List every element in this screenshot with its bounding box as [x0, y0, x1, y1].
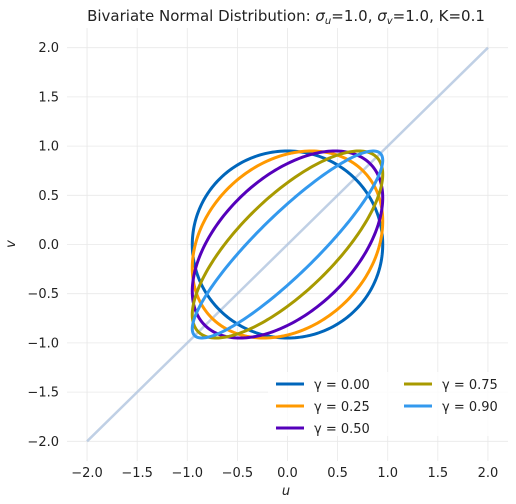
chart-title: Bivariate Normal Distribution: σu=1.0, σ…	[87, 7, 485, 27]
y-tick-label: 2.0	[38, 41, 59, 56]
legend-label: γ = 0.00	[314, 378, 370, 393]
legend-label: γ = 0.75	[442, 378, 498, 393]
series-line	[190, 149, 385, 340]
x-tick-label: −1.0	[171, 466, 203, 481]
y-tick-label: 0.5	[38, 189, 59, 204]
x-tick-label: 1.5	[427, 466, 448, 481]
series-layer	[190, 149, 385, 340]
legend: γ = 0.00 γ = 0.25 γ = 0.50 γ = 0.75 γ = 0.90	[268, 372, 508, 437]
y-axis-label: v	[4, 240, 19, 248]
y-tick-label: −2.0	[27, 435, 59, 450]
series-line	[190, 149, 385, 340]
y-tick-label: −1.5	[27, 386, 59, 401]
legend-label: γ = 0.50	[314, 422, 370, 437]
y-tick-label: 0.0	[38, 238, 59, 253]
x-tick-label: 0.5	[327, 466, 348, 481]
series-line	[190, 149, 385, 340]
reference-line-layer	[86, 46, 489, 443]
legend-label: γ = 0.25	[314, 400, 370, 415]
series-line	[190, 149, 385, 340]
x-axis-label: u	[282, 484, 290, 499]
y-axis-ticks: −2.0 −1.5 −1.0 −0.5 0.0 0.5 1.0 1.5 2.0	[27, 41, 59, 450]
legend-label: γ = 0.90	[442, 400, 498, 415]
x-axis-ticks: −2.0 −1.5 −1.0 −0.5 0.0 0.5 1.0 1.5 2.0	[71, 466, 498, 481]
x-tick-label: 1.0	[377, 466, 398, 481]
y-tick-label: 1.0	[38, 140, 59, 155]
x-tick-label: −0.5	[222, 466, 254, 481]
x-tick-label: −2.0	[71, 466, 103, 481]
y-tick-label: −1.0	[27, 336, 59, 351]
x-tick-label: −1.5	[121, 466, 153, 481]
legend-box	[268, 372, 508, 436]
series-line	[190, 149, 385, 340]
y-tick-label: −0.5	[27, 287, 59, 302]
x-tick-label: 2.0	[478, 466, 499, 481]
x-tick-label: 0.0	[277, 466, 298, 481]
y-tick-label: 1.5	[38, 90, 59, 105]
reference-diagonal-line	[86, 46, 489, 443]
